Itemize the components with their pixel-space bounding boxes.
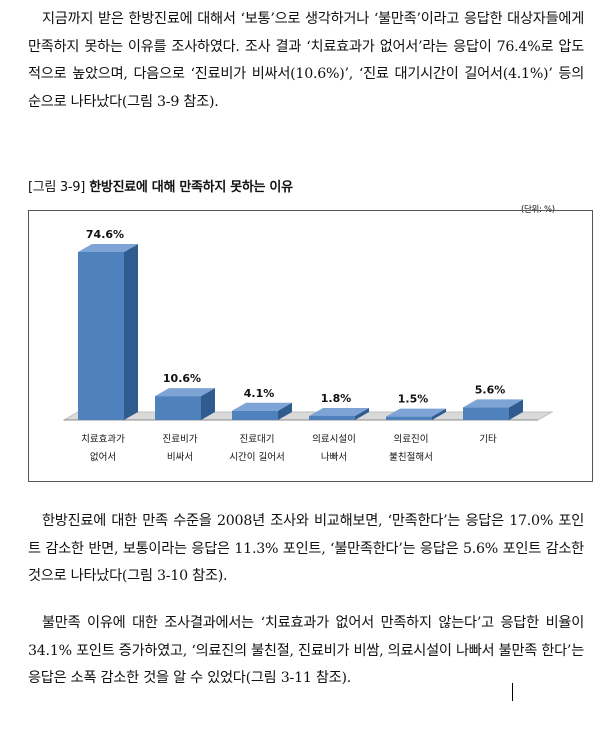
bar-top: [309, 407, 369, 416]
data-label: 4.1%: [244, 387, 275, 400]
bar-side: [509, 399, 523, 420]
category-label: 없어서: [90, 451, 116, 463]
bar-side: [124, 244, 138, 420]
category-label: 시간이 길어서: [229, 451, 284, 463]
bar: [386, 416, 432, 420]
category-label: 의료시설이: [312, 434, 356, 445]
bar: [232, 410, 278, 420]
paragraph-3: 불만족 이유에 대한 조사결과에서는 ‘치료효과가 없어서 만족하지 않는다’고…: [28, 615, 584, 686]
bar-top: [155, 388, 215, 397]
chart-frame: [28, 210, 593, 482]
data-label: 74.6%: [86, 228, 124, 241]
category-label: 의료진이: [394, 434, 429, 445]
bar: [309, 415, 355, 420]
data-label: 10.6%: [163, 372, 201, 385]
bar-top: [386, 408, 446, 417]
data-label: 1.5%: [398, 393, 429, 406]
figure-number: [그림 3-9]: [28, 180, 86, 195]
data-label: 5.6%: [475, 383, 506, 396]
category-label: 치료효과가: [81, 433, 125, 445]
bar-side: [201, 388, 215, 420]
category-label: 진료대기: [240, 434, 275, 445]
bar-side: [355, 407, 369, 420]
figure-caption: [그림 3-9] 한방진료에 대해 만족하지 못하는 이유: [28, 176, 293, 195]
bar-top: [463, 399, 523, 408]
category-label: 기타: [479, 434, 497, 445]
bar: [78, 252, 124, 420]
bar-top: [232, 402, 292, 411]
bar-top: [78, 244, 138, 252]
paragraph-1: 지금까지 받은 한방진료에 대해서 ‘보통’으로 생각하거나 ‘불만족’이라고 …: [28, 11, 584, 110]
paragraph-2: 한방진료에 대한 만족 수준을 2008년 조사와 비교해보면, ‘만족한다’는…: [28, 513, 584, 584]
text-cursor: [512, 683, 513, 701]
bar: [463, 407, 509, 420]
bar-side: [432, 408, 446, 420]
category-label: 나빠서: [321, 452, 347, 463]
data-label: 1.8%: [321, 392, 352, 405]
bar: [155, 396, 201, 420]
category-label: 비싸서: [167, 452, 193, 463]
bar-side: [278, 402, 292, 420]
figure-title: 한방진료에 대해 만족하지 못하는 이유: [89, 180, 293, 195]
category-label: 불친절해서: [389, 451, 433, 463]
category-label: 진료비가: [163, 434, 198, 445]
